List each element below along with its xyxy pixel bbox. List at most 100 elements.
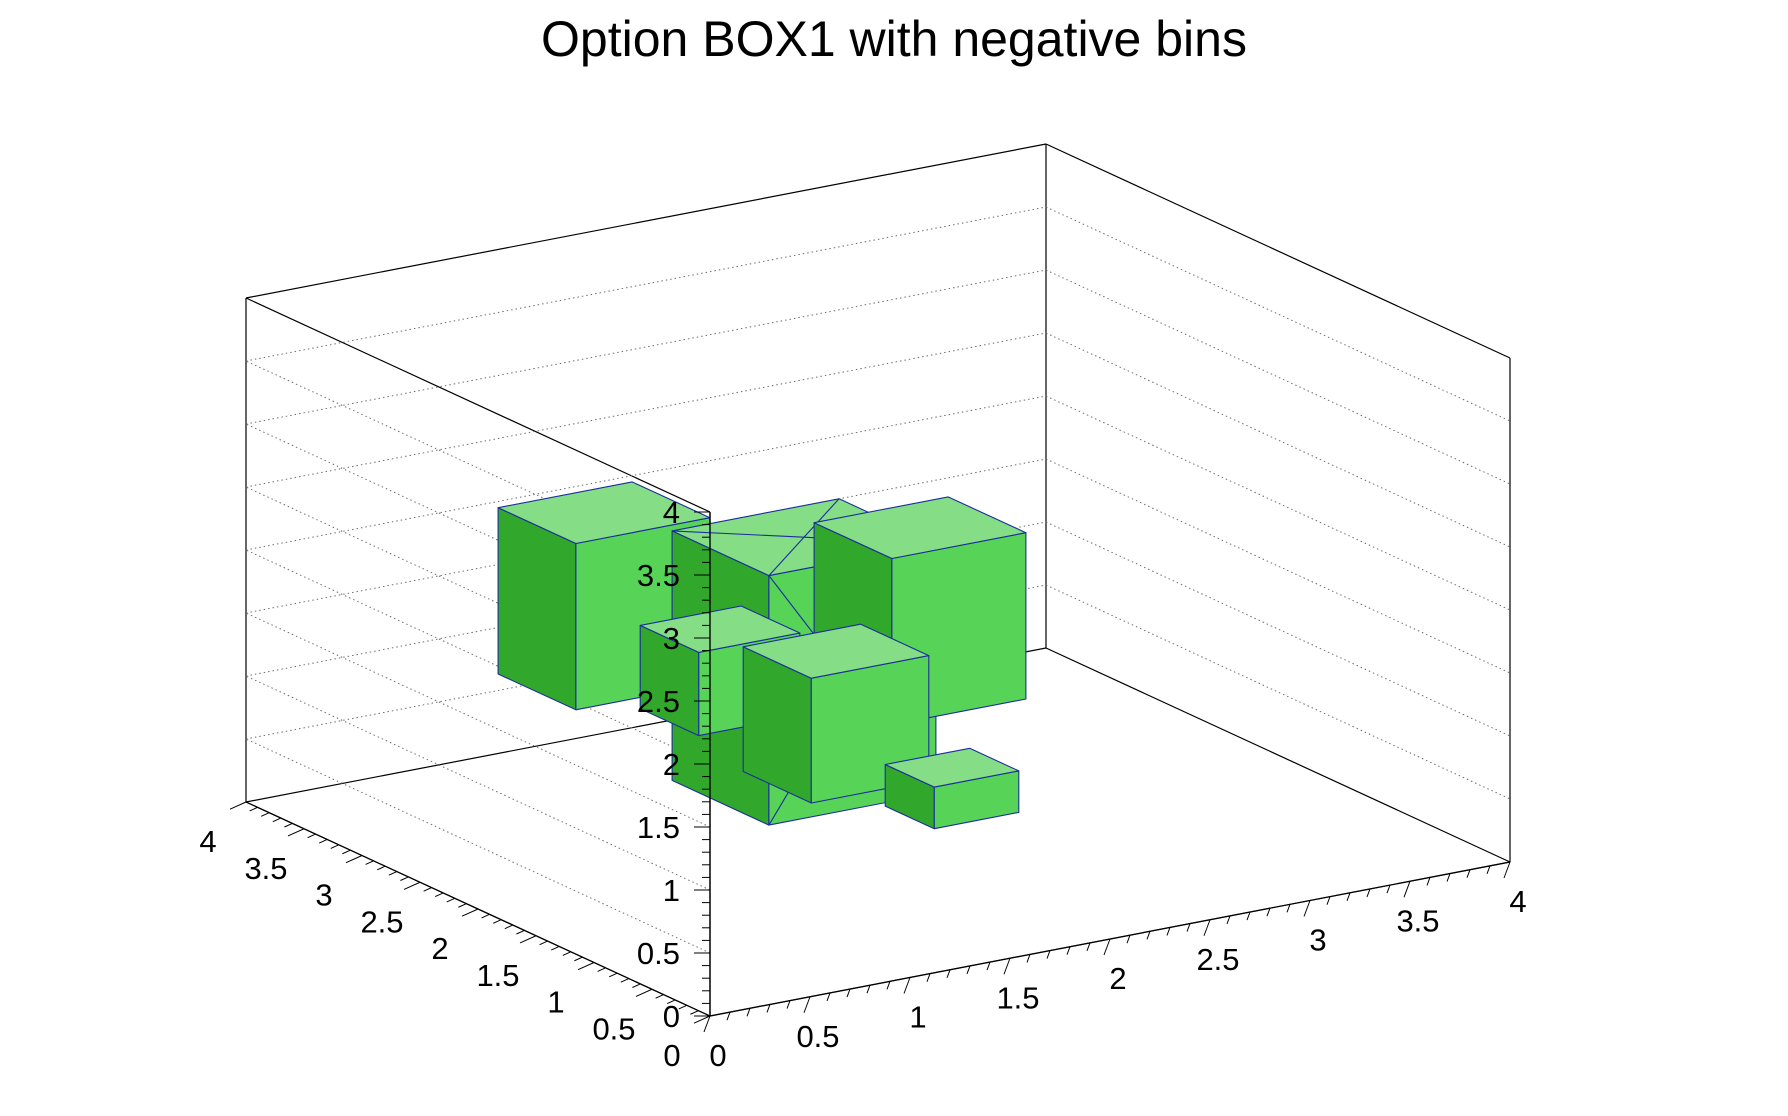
y-tick [458,903,467,908]
x-tick [1046,950,1051,959]
y-tick [284,822,293,828]
x-tick [1426,877,1431,886]
bar [884,747,1020,830]
x-tick [1226,915,1231,925]
z-tick-label: 1.5 [637,810,680,845]
y-tick [423,887,432,892]
y-tick-label: 2 [431,931,448,966]
y-tick [608,972,618,978]
y-tick-label: 2.5 [360,904,403,939]
x-tick [966,965,971,975]
y-tick [481,913,490,919]
bar-top [813,496,1027,560]
y-tick [504,924,514,930]
y-tick [620,978,630,983]
y-tick [562,951,572,956]
x-tick [1103,938,1111,956]
y-tick-label: 3.5 [244,851,287,886]
grid-line-right [1045,521,1511,737]
grid-line-left [245,738,711,954]
y-tick [365,860,374,865]
bar-top [497,481,711,545]
x-tick [803,996,811,1013]
y-tick [519,935,537,944]
x-tick [1346,892,1351,901]
x-tick-label: 3 [1309,923,1326,958]
y-tick [388,871,398,876]
x-tick-label: 4 [1509,884,1526,919]
y-tick [635,988,653,997]
y-tick [342,849,351,855]
x-tick [1266,908,1271,917]
y-tick [577,962,595,971]
x-tick-label: 0 [709,1038,726,1073]
x-tick [886,981,891,990]
right-top-edge [1045,143,1511,359]
x-tick-label: 2.5 [1196,942,1239,977]
y-tick [330,844,340,849]
x-tick-label: 2 [1109,961,1126,996]
x-tick [1086,942,1091,952]
z-tick-label: 2.5 [637,684,680,719]
x-tick [1026,954,1031,963]
y-tick-label: 1 [547,985,564,1020]
x-tick [1166,927,1171,936]
x-tick [946,969,951,978]
x-tick [846,988,851,998]
x-tick [1003,958,1011,975]
y-tick [287,828,305,837]
y-tick [574,956,583,962]
x-tick [986,961,991,971]
x-tick [1366,888,1371,898]
y-tick-label: 3 [315,878,332,913]
y-tick [318,838,328,844]
x-tick [1186,923,1191,932]
y-tick [597,967,606,972]
bar-top [639,605,801,653]
y-tick-label: 4 [199,824,216,859]
y-tick [434,892,444,898]
x-tick [766,1004,771,1013]
y-tick [632,983,641,988]
y-tick [249,806,258,812]
x-tick [1126,934,1131,944]
x-tick-label: 0.5 [796,1019,839,1054]
y-tick [376,865,386,871]
grid-line-right [1045,584,1511,800]
x-tick [1286,904,1291,913]
y-tick [655,994,664,999]
grid-line-right [1045,269,1511,485]
grid-line-back [245,395,1047,551]
y-tick [539,940,548,946]
z-tick-label: 3 [663,621,680,656]
bar-top [884,747,1020,788]
z-tick-label: 0.5 [637,936,680,971]
grid-line-right [1045,332,1511,548]
bars [497,481,1027,830]
x-tick [1066,946,1071,955]
x-tick [1246,911,1251,921]
y-tick [446,897,456,903]
grid-line-back [245,332,1047,488]
x-tick [903,977,911,994]
x-tick [703,1015,711,1033]
y-tick-label: 0 [663,1038,680,1073]
x-tick [1403,881,1411,898]
y-tick [400,876,409,881]
right-floor-edge [1045,647,1511,863]
y-tick [550,945,560,951]
grid-line-right [1045,458,1511,674]
x-tick [1203,919,1211,936]
grid-line-back [245,206,1047,362]
y-tick [307,833,316,839]
x-tick-label: 1 [909,1000,926,1035]
y-tick [690,1010,699,1015]
y-tick [516,929,525,935]
x-tick-label: 1.5 [996,980,1039,1015]
left-top-edge [245,297,711,513]
x-tick [1466,869,1471,878]
z-tick-label: 3.5 [637,558,680,593]
x-tick [726,1011,731,1021]
